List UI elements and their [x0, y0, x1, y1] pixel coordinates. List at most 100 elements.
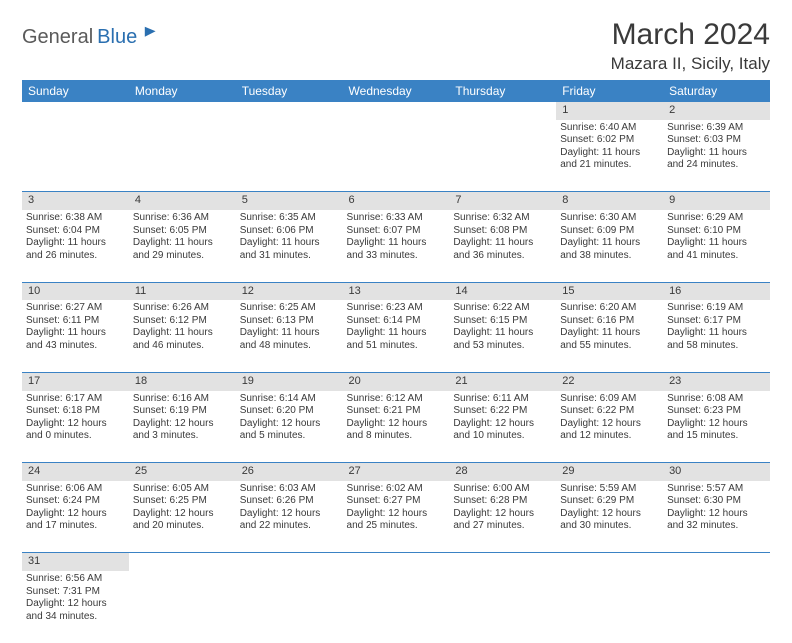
day-number-cell: 23: [663, 372, 770, 390]
day-details-cell: Sunrise: 6:56 AMSunset: 7:31 PMDaylight:…: [22, 571, 129, 643]
day-number-cell: 18: [129, 372, 236, 390]
sunrise-text: Sunrise: 6:23 AM: [347, 302, 446, 315]
daylight-text-1: Daylight: 12 hours: [133, 508, 232, 521]
sunset-text: Sunset: 6:21 PM: [347, 405, 446, 418]
daylight-text-1: Daylight: 11 hours: [667, 147, 766, 160]
sunrise-text: Sunrise: 6:33 AM: [347, 212, 446, 225]
calendar-table: Sunday Monday Tuesday Wednesday Thursday…: [22, 80, 770, 643]
daylight-text-2: and 30 minutes.: [560, 520, 659, 533]
daylight-text-1: Daylight: 11 hours: [347, 237, 446, 250]
sunrise-text: Sunrise: 6:29 AM: [667, 212, 766, 225]
sunset-text: Sunset: 6:15 PM: [453, 315, 552, 328]
sunset-text: Sunset: 6:30 PM: [667, 495, 766, 508]
daylight-text-1: Daylight: 12 hours: [453, 418, 552, 431]
day-details-cell: Sunrise: 6:39 AMSunset: 6:03 PMDaylight:…: [663, 120, 770, 192]
day-number-cell: 30: [663, 463, 770, 481]
sunrise-text: Sunrise: 6:14 AM: [240, 393, 339, 406]
sunset-text: Sunset: 6:22 PM: [453, 405, 552, 418]
sunset-text: Sunset: 6:13 PM: [240, 315, 339, 328]
daylight-text-2: and 15 minutes.: [667, 430, 766, 443]
daylight-text-1: Daylight: 12 hours: [240, 508, 339, 521]
sunrise-text: Sunrise: 6:27 AM: [26, 302, 125, 315]
daylight-text-2: and 46 minutes.: [133, 340, 232, 353]
daylight-text-1: Daylight: 11 hours: [133, 327, 232, 340]
day-number-cell: 13: [343, 282, 450, 300]
day-number-cell: [343, 553, 450, 571]
day-number-cell: 1: [556, 102, 663, 120]
sunset-text: Sunset: 6:08 PM: [453, 225, 552, 238]
daylight-text-1: Daylight: 12 hours: [26, 598, 125, 611]
sunset-text: Sunset: 6:22 PM: [560, 405, 659, 418]
logo: GeneralBlue: [22, 26, 161, 49]
daylight-text-1: Daylight: 11 hours: [347, 327, 446, 340]
sunset-text: Sunset: 6:11 PM: [26, 315, 125, 328]
day-details-cell: Sunrise: 6:16 AMSunset: 6:19 PMDaylight:…: [129, 391, 236, 463]
sunset-text: Sunset: 6:16 PM: [560, 315, 659, 328]
daynum-row: 17181920212223: [22, 372, 770, 390]
daylight-text-1: Daylight: 12 hours: [133, 418, 232, 431]
sunset-text: Sunset: 6:19 PM: [133, 405, 232, 418]
day-details-cell: Sunrise: 6:19 AMSunset: 6:17 PMDaylight:…: [663, 300, 770, 372]
daylight-text-1: Daylight: 12 hours: [453, 508, 552, 521]
daylight-text-1: Daylight: 11 hours: [133, 237, 232, 250]
dayhead-sat: Saturday: [663, 80, 770, 102]
details-row: Sunrise: 6:17 AMSunset: 6:18 PMDaylight:…: [22, 391, 770, 463]
day-number-cell: [449, 553, 556, 571]
day-details-cell: Sunrise: 6:11 AMSunset: 6:22 PMDaylight:…: [449, 391, 556, 463]
day-number-cell: 24: [22, 463, 129, 481]
sunrise-text: Sunrise: 6:30 AM: [560, 212, 659, 225]
daynum-row: 12: [22, 102, 770, 120]
sunrise-text: Sunrise: 6:11 AM: [453, 393, 552, 406]
day-details-cell: Sunrise: 6:03 AMSunset: 6:26 PMDaylight:…: [236, 481, 343, 553]
daylight-text-1: Daylight: 11 hours: [26, 237, 125, 250]
day-details-cell: Sunrise: 6:14 AMSunset: 6:20 PMDaylight:…: [236, 391, 343, 463]
daylight-text-2: and 3 minutes.: [133, 430, 232, 443]
day-number-cell: 29: [556, 463, 663, 481]
dayhead-mon: Monday: [129, 80, 236, 102]
daylight-text-2: and 12 minutes.: [560, 430, 659, 443]
day-number-cell: [236, 102, 343, 120]
daylight-text-1: Daylight: 12 hours: [560, 418, 659, 431]
day-number-cell: 31: [22, 553, 129, 571]
daylight-text-2: and 38 minutes.: [560, 250, 659, 263]
day-details-cell: [343, 120, 450, 192]
daylight-text-2: and 51 minutes.: [347, 340, 446, 353]
daylight-text-1: Daylight: 11 hours: [667, 327, 766, 340]
dayhead-fri: Friday: [556, 80, 663, 102]
daylight-text-1: Daylight: 12 hours: [560, 508, 659, 521]
day-details-cell: Sunrise: 6:26 AMSunset: 6:12 PMDaylight:…: [129, 300, 236, 372]
day-number-cell: 5: [236, 192, 343, 210]
day-number-cell: 16: [663, 282, 770, 300]
day-details-cell: [663, 571, 770, 643]
day-number-cell: 17: [22, 372, 129, 390]
daylight-text-2: and 48 minutes.: [240, 340, 339, 353]
logo-word1: General: [22, 26, 93, 49]
day-number-cell: [556, 553, 663, 571]
daylight-text-1: Daylight: 11 hours: [560, 327, 659, 340]
day-details-cell: Sunrise: 6:17 AMSunset: 6:18 PMDaylight:…: [22, 391, 129, 463]
sunset-text: Sunset: 6:29 PM: [560, 495, 659, 508]
dayhead-thu: Thursday: [449, 80, 556, 102]
sunset-text: Sunset: 6:20 PM: [240, 405, 339, 418]
dayhead-wed: Wednesday: [343, 80, 450, 102]
daylight-text-2: and 34 minutes.: [26, 611, 125, 624]
sunset-text: Sunset: 6:14 PM: [347, 315, 446, 328]
sunrise-text: Sunrise: 6:03 AM: [240, 483, 339, 496]
sunrise-text: Sunrise: 6:19 AM: [667, 302, 766, 315]
day-details-cell: [129, 571, 236, 643]
daylight-text-2: and 10 minutes.: [453, 430, 552, 443]
sunset-text: Sunset: 6:25 PM: [133, 495, 232, 508]
day-details-cell: Sunrise: 6:32 AMSunset: 6:08 PMDaylight:…: [449, 210, 556, 282]
sunset-text: Sunset: 6:05 PM: [133, 225, 232, 238]
daynum-row: 3456789: [22, 192, 770, 210]
sunrise-text: Sunrise: 6:36 AM: [133, 212, 232, 225]
sunset-text: Sunset: 6:09 PM: [560, 225, 659, 238]
sunset-text: Sunset: 6:02 PM: [560, 134, 659, 147]
daylight-text-2: and 26 minutes.: [26, 250, 125, 263]
day-details-cell: Sunrise: 6:40 AMSunset: 6:02 PMDaylight:…: [556, 120, 663, 192]
day-number-cell: [22, 102, 129, 120]
sunrise-text: Sunrise: 6:08 AM: [667, 393, 766, 406]
sunrise-text: Sunrise: 6:02 AM: [347, 483, 446, 496]
sunrise-text: Sunrise: 6:35 AM: [240, 212, 339, 225]
day-number-cell: 22: [556, 372, 663, 390]
